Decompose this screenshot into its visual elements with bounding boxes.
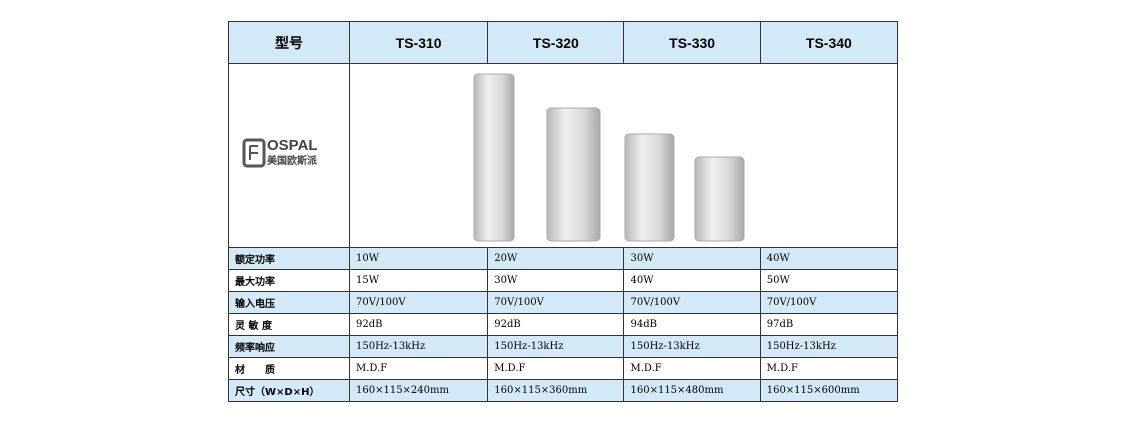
cell: 92dB — [348, 313, 489, 336]
cell: 160×115×480mm — [623, 379, 761, 402]
cell: M.D.F — [487, 357, 625, 380]
header-cell: TS-320 — [487, 21, 625, 64]
data-row: 材 质 M.D.F M.D.F M.D.F M.D.F — [228, 357, 899, 380]
header-cell: TS-330 — [623, 21, 761, 64]
logo-cell: OSPAL 美国欧斯派 — [228, 63, 350, 248]
logo-brand: OSPAL — [267, 137, 318, 154]
row-label: 灵 敏 度 — [228, 313, 350, 336]
logo-subtitle: 美国欧斯派 — [267, 154, 318, 167]
logo: OSPAL 美国欧斯派 — [242, 137, 318, 168]
cell: 70V/100V — [623, 291, 761, 314]
row-label: 材 质 — [228, 357, 350, 380]
logo-icon-mark — [249, 145, 258, 160]
cell: M.D.F — [759, 357, 899, 380]
row-label: 最大功率 — [228, 269, 350, 292]
header-cell: 型号 — [228, 21, 350, 64]
cell: 97dB — [759, 313, 899, 336]
cell: M.D.F — [623, 357, 761, 380]
cell: 40W — [759, 247, 899, 270]
cell: 20W — [487, 247, 625, 270]
row-label: 输入电压 — [228, 291, 350, 314]
speaker — [546, 107, 601, 242]
image-row: OSPAL 美国欧斯派 — [228, 63, 898, 248]
speaker — [473, 73, 515, 242]
row-label: 频率响应 — [228, 335, 350, 358]
cell: 40W — [623, 269, 761, 292]
speaker — [624, 133, 675, 242]
data-row: 尺寸（W×D×H） 160×115×240mm 160×115×360mm 160×1… — [228, 379, 899, 402]
cell: 160×115×360mm — [487, 379, 625, 402]
product-image — [473, 73, 745, 242]
data-row: 输入电压 70V/100V 70V/100V 70V/100V 70V/100V — [228, 291, 899, 314]
cell: 30W — [623, 247, 761, 270]
cell: 92dB — [487, 313, 625, 336]
cell: 160×115×600mm — [759, 379, 899, 402]
header-row: 型号 TS-310 TS-320 TS-330 TS-340 — [228, 21, 899, 64]
header-cell: TS-340 — [759, 21, 899, 64]
spec-table-wrap: 型号 TS-310 TS-320 TS-330 TS-340 OSPAL 美国欧斯派 — [228, 21, 899, 402]
table-body: 型号 TS-310 TS-320 TS-330 TS-340 OSPAL 美国欧斯派 — [228, 21, 899, 402]
header-cell: TS-310 — [348, 21, 489, 64]
data-row: 灵 敏 度 92dB 92dB 94dB 97dB — [228, 313, 899, 336]
cell: 160×115×240mm — [348, 379, 489, 402]
cell: 15W — [348, 269, 489, 292]
spec-table: 型号 TS-310 TS-320 TS-330 TS-340 OSPAL 美国欧斯派 — [228, 21, 899, 402]
data-row: 额定功率 10W 20W 30W 40W — [228, 247, 899, 270]
speaker — [694, 156, 745, 242]
row-label: 额定功率 — [228, 247, 350, 270]
cell: 30W — [487, 269, 625, 292]
cell: 94dB — [623, 313, 761, 336]
cell: 150Hz-13kHz — [623, 335, 761, 358]
cell: 10W — [348, 247, 489, 270]
logo-icon — [242, 138, 266, 168]
cell: 70V/100V — [759, 291, 899, 314]
row-label: 尺寸（W×D×H） — [228, 379, 350, 402]
product-image-cell — [349, 63, 898, 248]
cell: 50W — [759, 269, 899, 292]
cell: 150Hz-13kHz — [487, 335, 625, 358]
cell: M.D.F — [348, 357, 489, 380]
cell: 70V/100V — [348, 291, 489, 314]
data-row: 最大功率 15W 30W 40W 50W — [228, 269, 899, 292]
cell: 150Hz-13kHz — [348, 335, 489, 358]
data-row: 频率响应 150Hz-13kHz 150Hz-13kHz 150Hz-13kHz 150… — [228, 335, 899, 358]
cell: 150Hz-13kHz — [759, 335, 899, 358]
cell: 70V/100V — [487, 291, 625, 314]
